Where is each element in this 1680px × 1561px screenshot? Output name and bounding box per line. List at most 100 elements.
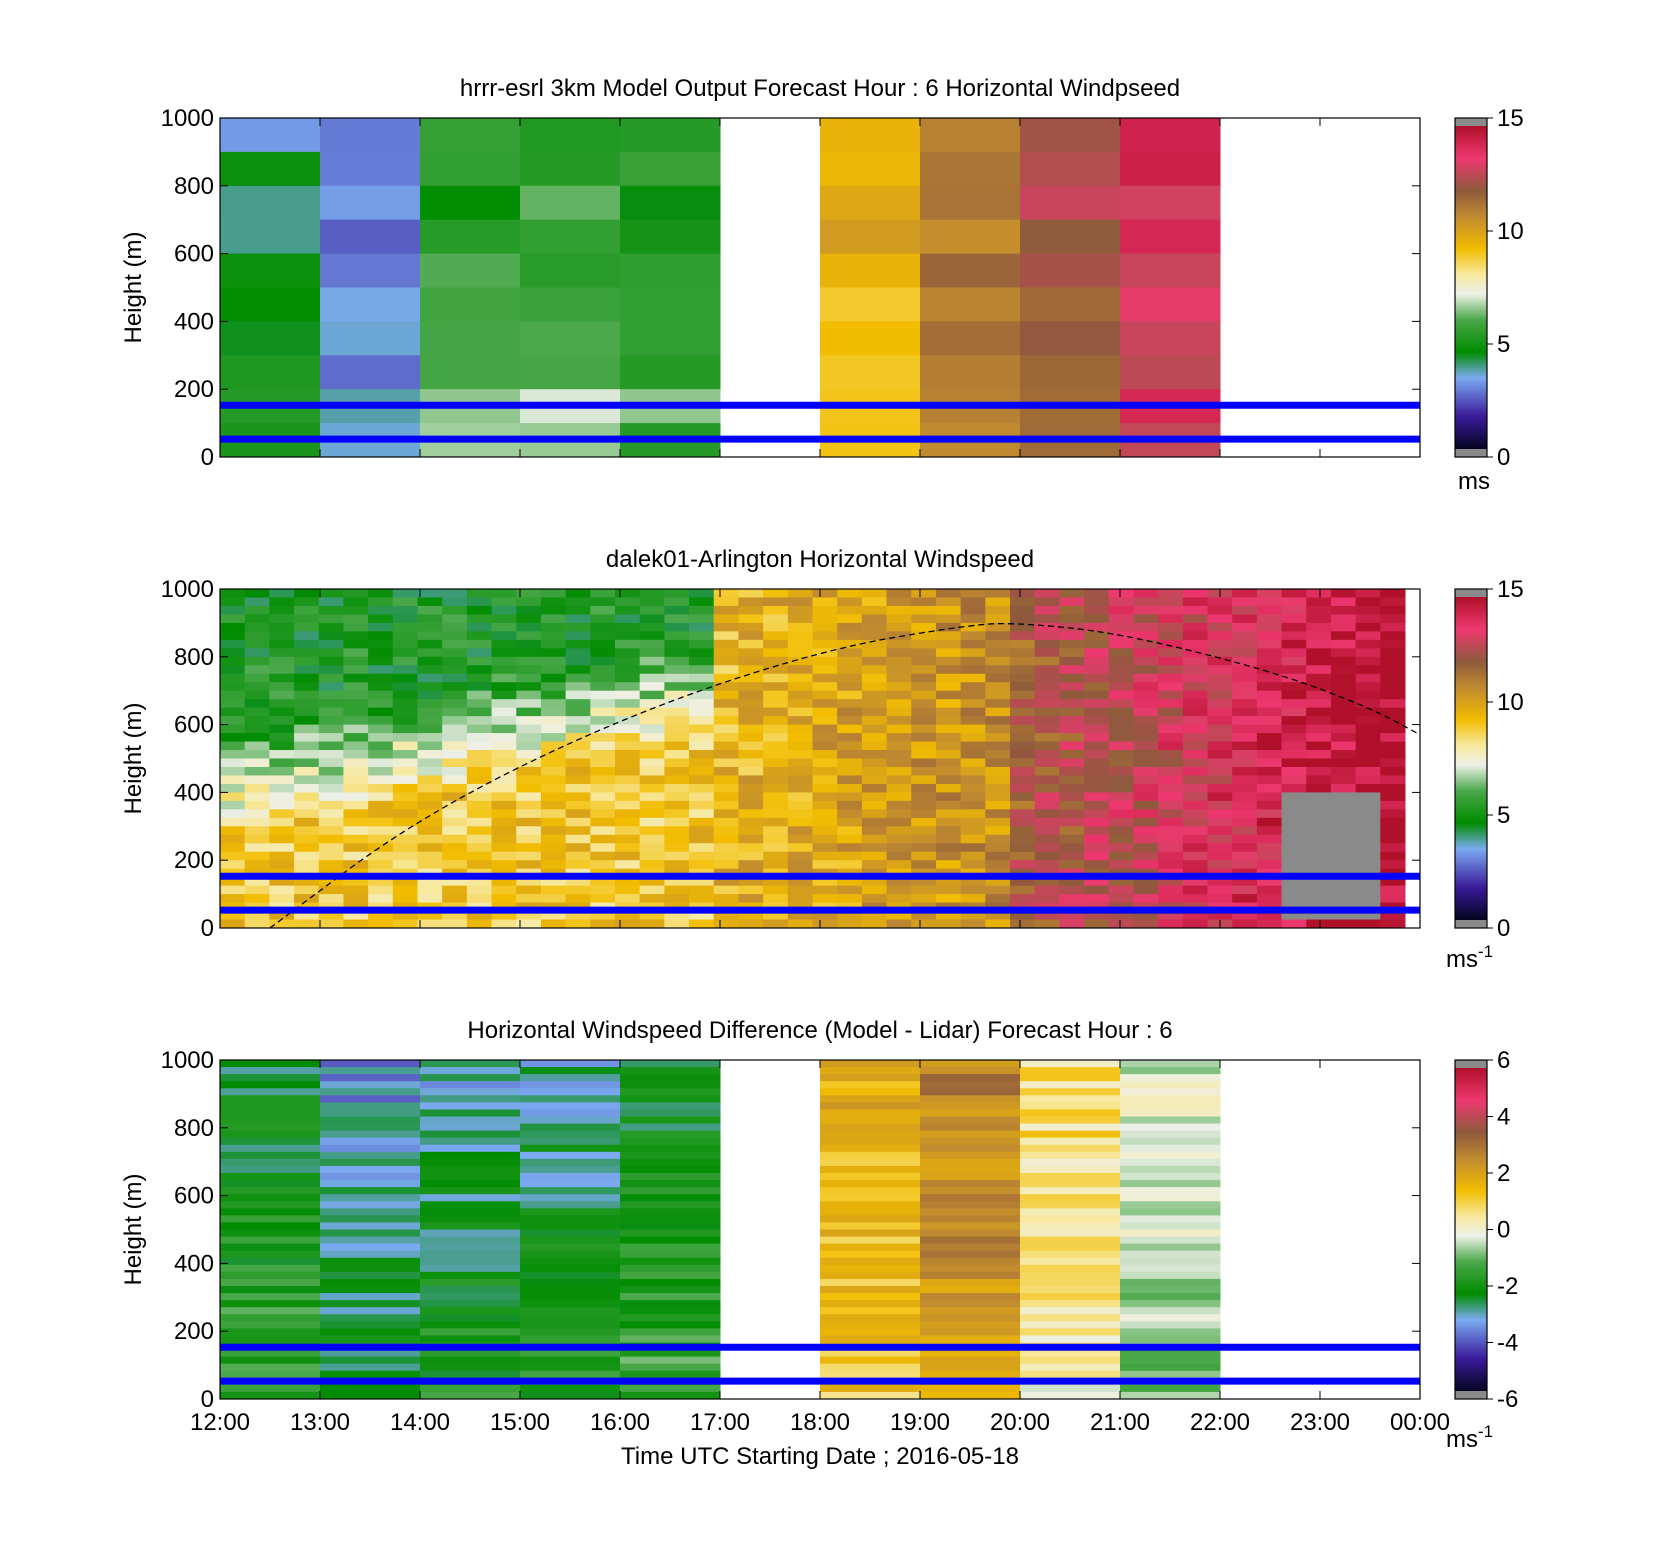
heatmap-cell — [1034, 834, 1060, 844]
heatmap-cell — [1133, 783, 1159, 793]
heatmap-cell — [820, 1081, 921, 1089]
heatmap-cell — [1034, 758, 1060, 768]
heatmap-cell — [417, 733, 443, 743]
heatmap-cell — [520, 1116, 621, 1125]
heatmap-cell — [861, 682, 888, 692]
heatmap-cell — [886, 597, 912, 607]
heatmap-cell — [565, 741, 591, 751]
heatmap-cell — [1010, 766, 1036, 776]
heatmap-cell — [1133, 631, 1159, 641]
heatmap-cell — [1281, 741, 1307, 751]
heatmap-cell — [320, 1215, 421, 1223]
heatmap-cell — [1281, 605, 1307, 615]
heatmap-cell — [837, 885, 863, 895]
heatmap-cell — [1330, 826, 1357, 836]
heatmap-cell — [960, 614, 986, 624]
heatmap-cell — [220, 1180, 321, 1188]
heatmap-cell — [1120, 1151, 1221, 1160]
heatmap-cell — [1306, 665, 1332, 675]
heatmap-cell — [220, 1314, 321, 1322]
heatmap-cell — [615, 860, 641, 870]
heatmap-cell — [565, 699, 591, 709]
heatmap-cell — [565, 792, 591, 802]
heatmap-cell — [417, 690, 443, 700]
colorbar-tick-label: 2 — [1497, 1160, 1510, 1187]
heatmap-cell — [220, 885, 246, 895]
heatmap-cell — [689, 639, 715, 649]
heatmap-cell — [520, 287, 621, 322]
heatmap-cell — [540, 724, 567, 734]
heatmap-cell — [713, 648, 739, 658]
heatmap-cell — [911, 682, 937, 692]
heatmap-cell — [620, 1215, 721, 1223]
heatmap-cell — [244, 800, 270, 810]
heatmap-cell — [639, 605, 665, 615]
heatmap-cell — [620, 1067, 721, 1075]
heatmap-cell — [664, 690, 690, 700]
heatmap-cell — [540, 860, 567, 870]
heatmap-cell — [620, 1187, 721, 1195]
heatmap-cell — [763, 597, 789, 607]
heatmap-cell — [1120, 1229, 1221, 1238]
heatmap-cell — [1120, 1257, 1221, 1266]
heatmap-cell — [639, 877, 665, 887]
heatmap-cell — [1207, 622, 1233, 632]
heatmap-cell — [220, 1384, 321, 1393]
heatmap-cell — [1330, 716, 1357, 726]
heatmap-cell — [565, 614, 591, 624]
heatmap-cell — [343, 877, 369, 887]
heatmap-cell — [1207, 885, 1233, 895]
heatmap-cell — [1034, 817, 1060, 827]
heatmap-cell — [220, 758, 246, 768]
heatmap-cell — [713, 631, 739, 641]
heatmap-cell — [269, 894, 295, 904]
heatmap-cell — [886, 622, 912, 632]
heatmap-cell — [516, 656, 542, 666]
heatmap-cell — [442, 834, 468, 844]
heatmap-cell — [343, 817, 369, 827]
heatmap-cell — [368, 851, 394, 861]
heatmap-cell — [820, 253, 921, 288]
heatmap-cell — [392, 766, 418, 776]
heatmap-cell — [1120, 1300, 1221, 1308]
heatmap-cell — [318, 707, 344, 717]
heatmap-cell — [520, 1201, 621, 1209]
heatmap-cell — [1158, 631, 1184, 641]
heatmap-cell — [820, 219, 921, 255]
heatmap-cell — [787, 648, 813, 658]
panel-model-title: hrrr-esrl 3km Model Output Forecast Hour… — [460, 75, 1180, 102]
heatmap-cell — [1059, 690, 1085, 700]
heatmap-cell — [1182, 792, 1208, 802]
heatmap-cell — [861, 775, 888, 785]
heatmap-cell — [343, 724, 369, 734]
heatmap-cell — [269, 877, 295, 887]
heatmap-cell — [1158, 851, 1184, 861]
heatmap-cell — [466, 817, 493, 827]
heatmap-cell — [1120, 1328, 1221, 1336]
heatmap-cell — [639, 648, 665, 658]
heatmap-cell — [590, 885, 616, 895]
heatmap-cell — [820, 1314, 921, 1322]
heatmap-cell — [1020, 1081, 1121, 1089]
heatmap-cell — [713, 665, 739, 675]
heatmap-cell — [1108, 622, 1134, 632]
heatmap-cell — [220, 648, 246, 658]
heatmap-cell — [820, 1278, 921, 1287]
heatmap-cell — [565, 834, 591, 844]
heatmap-cell — [269, 758, 295, 768]
heatmap-cell — [837, 605, 863, 615]
heatmap-cell — [1207, 843, 1233, 853]
heatmap-cell — [244, 622, 270, 632]
heatmap-cell — [318, 843, 344, 853]
heatmap-cell — [1306, 682, 1332, 692]
heatmap-cell — [713, 699, 739, 709]
heatmap-cell — [540, 809, 567, 819]
heatmap-cell — [320, 287, 421, 322]
heatmap-cell — [294, 885, 320, 895]
heatmap-cell — [1059, 860, 1085, 870]
heatmap-cell — [812, 766, 838, 776]
heatmap-cell — [269, 639, 295, 649]
heatmap-cell — [1281, 665, 1307, 675]
heatmap-cell — [220, 741, 246, 751]
heatmap-cell — [1020, 1349, 1121, 1358]
